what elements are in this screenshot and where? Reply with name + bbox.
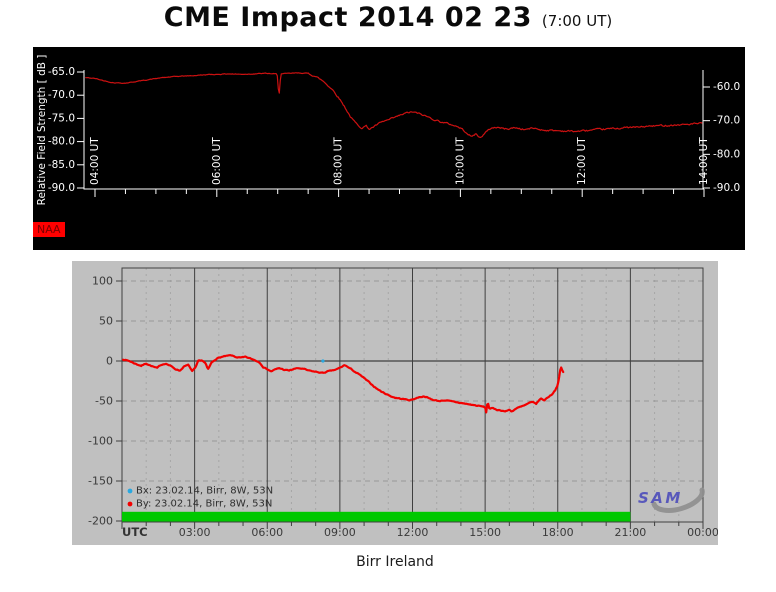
legend-marker: [127, 488, 133, 494]
vlf-axis-frame: [83, 70, 704, 190]
vlf-left-tick-label: -90.0: [48, 182, 75, 194]
title-main: CME Impact 2014 02 23: [163, 2, 532, 33]
vlf-left-tick-label: -65.0: [48, 66, 75, 78]
vlf-x-tick-label: 14:00 UT: [698, 137, 710, 185]
bx-point: [321, 359, 325, 363]
caption: Birr Ireland: [356, 554, 434, 570]
vlf-x-tick-label: 12:00 UT: [576, 137, 588, 185]
mag-x-tick-label: 12:00: [397, 526, 429, 539]
vlf-right-tick-label: -80.0: [713, 148, 740, 160]
vlf-right-tick-label: -60.0: [713, 81, 740, 93]
sam-logo: SAM: [638, 487, 705, 513]
mag-x-tick-label: 00:00: [687, 526, 718, 539]
mag-y-tick-label: -50: [95, 395, 113, 408]
status-bar: [122, 511, 631, 522]
mag-x-tick-label: 06:00: [251, 526, 283, 539]
page-title: CME Impact 2014 02 23 (7:00 UT): [0, 2, 776, 33]
vlf-x-tick-label: 08:00 UT: [333, 137, 345, 185]
vlf-x-tick-label: 04:00 UT: [89, 137, 101, 185]
mag-x-axis-unit: UTC: [122, 525, 148, 539]
mag-y-tick-label: -200: [88, 515, 113, 528]
mag-y-tick-label: 100: [92, 275, 113, 288]
mag-y-tick-label: 0: [106, 355, 113, 368]
vlf-x-tick-label: 10:00 UT: [454, 137, 466, 185]
vlf-y-axis-title: Relative Field Strength [ dB ]: [36, 55, 48, 206]
vlf-left-tick-label: -85.0: [48, 159, 75, 171]
vlf-chart-svg: -65.0 -70.0 -75.0 -80.0 -85.0 -90.0 -60.0 -70.0…: [36, 55, 740, 206]
sam-logo-swoosh: [651, 487, 705, 513]
station-badge: NAA: [33, 222, 65, 237]
vlf-x-tick-label: 06:00 UT: [211, 137, 223, 185]
mag-x-tick-label: 15:00: [469, 526, 501, 539]
mag-y-tick-label: 50: [99, 315, 113, 328]
vlf-right-tick-label: -90.0: [713, 182, 740, 194]
vlf-left-tick-label: -75.0: [48, 112, 75, 124]
legend-marker: [127, 501, 133, 507]
by-series: [122, 354, 565, 414]
magnetometer-chart-panel: 100 50 0 -50 -100 -150 -200 UTC 03:00 06:00 09:00 1…: [72, 261, 718, 545]
title-sub: (7:00 UT): [541, 12, 613, 30]
mag-y-tick-label: -150: [88, 475, 113, 488]
mag-x-tick-label: 21:00: [615, 526, 647, 539]
sam-logo-text: SAM: [638, 489, 683, 507]
vlf-chart-panel: -65.0 -70.0 -75.0 -80.0 -85.0 -90.0 -60.0 -70.0…: [33, 47, 745, 250]
vlf-series-naa: [85, 72, 703, 138]
mag-y-tick-label: -100: [88, 435, 113, 448]
magnetometer-chart-svg: 100 50 0 -50 -100 -150 -200 UTC 03:00 06:00 09:00 1…: [88, 267, 718, 539]
mag-x-tick-label: 09:00: [324, 526, 356, 539]
legend-label: By: 23.02.14, Birr, 8W, 53N: [136, 499, 272, 510]
vlf-right-tick-label: -70.0: [713, 115, 740, 127]
vlf-left-tick-label: -80.0: [48, 136, 75, 148]
mag-x-tick-label: 03:00: [179, 526, 211, 539]
legend-label: Bx: 23.02.14, Birr, 8W, 53N: [136, 486, 273, 497]
vlf-left-tick-label: -70.0: [48, 89, 75, 101]
mag-x-tick-label: 18:00: [542, 526, 574, 539]
